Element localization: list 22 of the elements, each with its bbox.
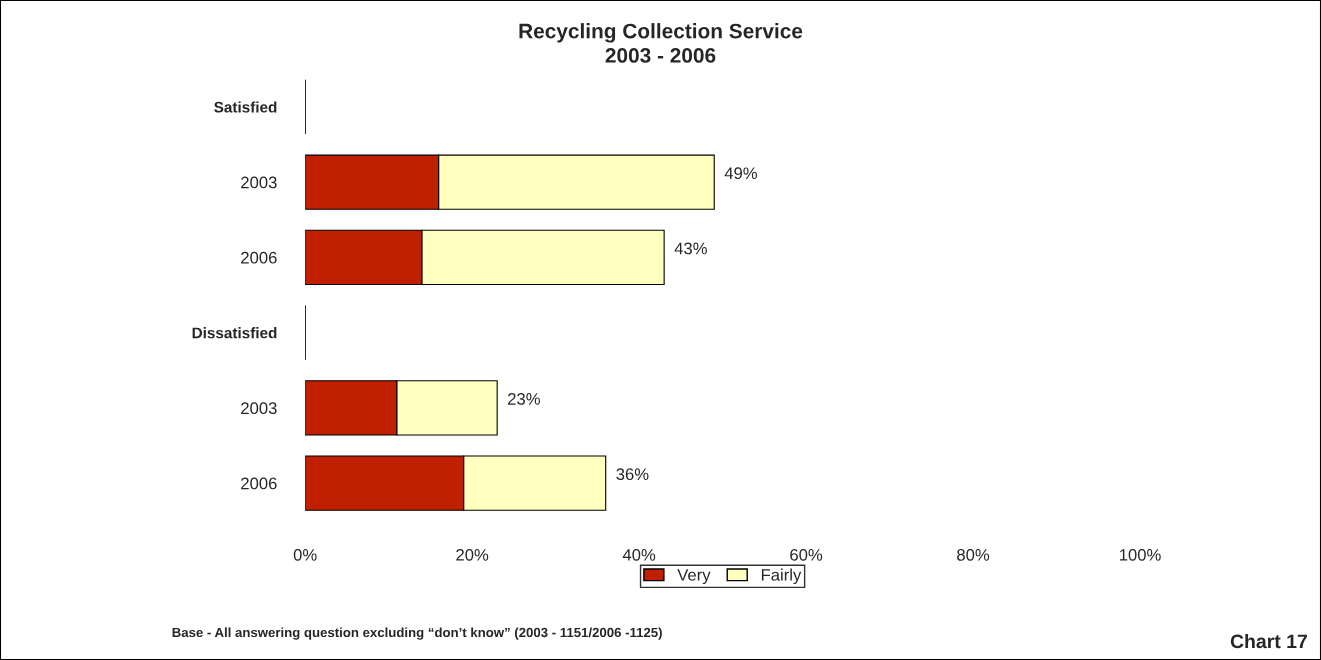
y-tick-label: Dissatisfied: [192, 327, 277, 339]
text: Base - All answering question excluding “don’t know” (2003 - 1151/2006 -1125): [172, 627, 662, 640]
x-tick-label: 60%: [790, 548, 823, 561]
legend-label: Very: [677, 569, 711, 585]
legend-label: Fairly: [761, 568, 802, 585]
caption: Chart 17: [1230, 633, 1307, 649]
x-tick-label: 20%: [456, 548, 489, 561]
y-tick-label: 2003: [241, 176, 277, 189]
y-tick-label: Satisfied: [214, 101, 277, 113]
total-label: 43%: [674, 242, 707, 255]
y-tick-label: 2003: [241, 402, 277, 415]
total-label: 36%: [616, 468, 649, 481]
chart-title: Recycling Collection Service: [519, 23, 803, 43]
y-tick-label: 2006: [241, 477, 277, 490]
total-label: 49%: [724, 167, 758, 180]
total-label: 23%: [508, 393, 540, 405]
x-tick-label: 0%: [293, 548, 317, 561]
y-tick-label: 2006: [241, 251, 277, 264]
x-tick-label: 40%: [622, 548, 656, 561]
x-tick-label: 80%: [957, 548, 990, 561]
chart-subtitle: 2003 - 2006: [605, 48, 716, 63]
x-tick-label: 100%: [1119, 548, 1161, 561]
